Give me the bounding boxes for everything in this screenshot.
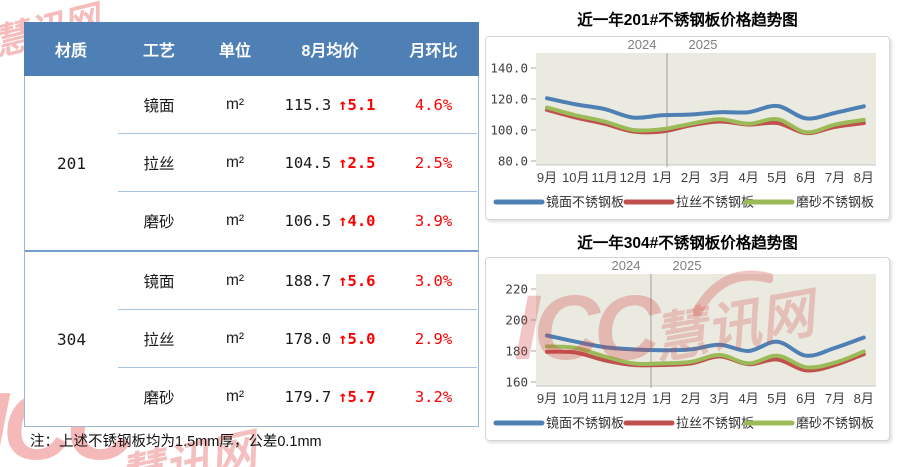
y-tick-label: 140.0 <box>490 61 528 76</box>
process-cell: 磨砂 <box>143 214 175 231</box>
x-tick-label: 11月 <box>591 391 618 406</box>
legend-label-2: 磨砂不锈钢板 <box>796 195 874 210</box>
material-group-304: 304 镜面 m² 188.7 ↑5.6 3.0% 拉丝 m² 178.0 ↑5.0 2.9% 磨砂 m… <box>25 252 478 426</box>
process-cell: 磨砂 <box>143 390 175 407</box>
x-tick-label: 3月 <box>710 391 730 406</box>
series-line-0 <box>545 96 866 121</box>
unit-cell: m² <box>200 310 270 368</box>
x-tick-label: 12月 <box>620 170 647 185</box>
series-line-2 <box>545 344 866 370</box>
year-label-2024: 2024 <box>628 37 657 52</box>
avg-price-cell: 104.5 ↑2.5 <box>270 134 390 192</box>
legend-label-0: 镜面不锈钢板 <box>546 195 624 210</box>
price-table-body: 201 镜面 m² 115.3 ↑5.1 4.6% 拉丝 m² 104.5 ↑2.5 2.5% 磨砂 m… <box>24 76 479 427</box>
x-tick-label: 2月 <box>681 391 701 406</box>
x-tick-label: 1月 <box>652 391 672 406</box>
x-tick-label: 9月 <box>537 391 557 406</box>
y-tick-label: 100.0 <box>490 123 528 138</box>
unit-cell: m² <box>225 388 245 405</box>
x-tick-label: 10月 <box>562 391 589 406</box>
legend-label-2: 磨砂不锈钢板 <box>796 416 874 431</box>
avg-price-cell: 179.7 ↑5.7 <box>284 388 376 406</box>
header-mom: 月环比 <box>409 43 458 60</box>
trend-chart-svg: 80.0 100.0 120.0 140.0 2024 2025 9月 10月 11月 12月 1月… <box>490 37 876 210</box>
material-cell: 201 <box>57 153 86 173</box>
year-label-2025: 2025 <box>673 258 702 273</box>
year-label-2024: 2024 <box>612 258 641 273</box>
y-tick-label: 180 <box>505 344 528 359</box>
price-table: 材质 工艺 单位 8月均价 月环比 201 镜面 m² 115.3 ↑5.1 4.6% 拉丝… <box>24 22 479 427</box>
y-tick-label: 80.0 <box>498 154 528 169</box>
header-material: 材质 <box>54 43 87 60</box>
x-tick-label: 6月 <box>796 170 816 185</box>
plot-area <box>536 53 876 165</box>
charts-column: 近一年201#不锈钢板价格趋势图 80.0 100.0 120.0 140.0 2024… <box>485 0 890 441</box>
y-tick-label: 200 <box>505 313 528 328</box>
x-tick-label: 7月 <box>825 170 845 185</box>
y-tick-label: 220 <box>505 282 528 297</box>
y-tick-label: 160 <box>505 375 528 390</box>
avg-price-cell: 178.0 ↑5.0 <box>270 310 390 368</box>
price-table-header: 材质 工艺 单位 8月均价 月环比 <box>24 22 479 76</box>
trend-chart-201-box: 80.0 100.0 120.0 140.0 2024 2025 9月 10月 11月 12月 1月… <box>485 36 890 220</box>
header-process: 工艺 <box>142 43 175 60</box>
mom-cell: 3.2% <box>414 388 453 406</box>
x-tick-label: 6月 <box>796 391 816 406</box>
table-footnote: 注：上述不锈钢板均为1.5mm厚，公差0.1mm <box>30 434 322 450</box>
process-cell: 镜面 <box>118 76 200 134</box>
avg-price-cell: 106.5 ↑4.0 <box>284 212 376 230</box>
process-cell: 拉丝 <box>118 310 200 368</box>
mom-cell: 4.6% <box>390 76 477 134</box>
x-tick-label: 3月 <box>710 170 730 185</box>
mom-cell: 2.9% <box>390 310 477 368</box>
material-cell: 304 <box>57 329 86 349</box>
x-tick-label: 7月 <box>825 391 845 406</box>
x-tick-label: 5月 <box>767 391 787 406</box>
x-tick-label: 11月 <box>591 170 618 185</box>
series-line-0 <box>545 333 866 358</box>
mom-cell: 3.9% <box>414 212 453 230</box>
x-tick-label: 2月 <box>681 170 701 185</box>
avg-price-cell: 115.3 ↑5.1 <box>270 76 390 134</box>
x-tick-label: 1月 <box>652 170 672 185</box>
legend-label-0: 镜面不锈钢板 <box>546 416 624 431</box>
y-tick-label: 120.0 <box>490 92 528 107</box>
unit-cell: m² <box>225 212 245 229</box>
mom-cell: 3.0% <box>390 252 477 310</box>
mom-cell: 2.5% <box>390 134 477 192</box>
chart-title-201: 近一年201#不锈钢板价格趋势图 <box>577 12 798 29</box>
x-tick-label: 9月 <box>537 170 557 185</box>
x-tick-label: 10月 <box>562 170 589 185</box>
series-line-2 <box>545 105 866 135</box>
year-label-2025: 2025 <box>689 37 718 52</box>
chart-title-304: 近一年304#不锈钢板价格趋势图 <box>577 235 798 252</box>
trend-chart-svg: 160 180 200 220 2024 2025 9月 10月 11月 12月 1月 2月 3月 4月 5… <box>493 258 876 431</box>
trend-chart-304-box: ICC慧讯网 160 180 200 220 2024 2025 9月 10月 11月 12月 1月… <box>485 257 890 441</box>
x-tick-label: 5月 <box>767 170 787 185</box>
unit-cell: m² <box>200 134 270 192</box>
process-cell: 拉丝 <box>118 134 200 192</box>
legend-label-1: 拉丝不锈钢板 <box>676 416 754 431</box>
unit-cell: m² <box>200 252 270 310</box>
x-tick-label: 8月 <box>854 170 874 185</box>
header-avg-price: 8月均价 <box>301 43 359 60</box>
x-tick-label: 4月 <box>738 170 758 185</box>
process-cell: 镜面 <box>118 252 200 310</box>
header-unit: 单位 <box>218 43 251 60</box>
x-tick-label: 4月 <box>738 391 758 406</box>
x-tick-label: 12月 <box>620 391 647 406</box>
avg-price-cell: 188.7 ↑5.6 <box>270 252 390 310</box>
unit-cell: m² <box>200 76 270 134</box>
legend-label-1: 拉丝不锈钢板 <box>676 195 754 210</box>
x-tick-label: 8月 <box>854 391 874 406</box>
material-group-201: 201 镜面 m² 115.3 ↑5.1 4.6% 拉丝 m² 104.5 ↑2.5 2.5% 磨砂 m… <box>25 76 478 252</box>
